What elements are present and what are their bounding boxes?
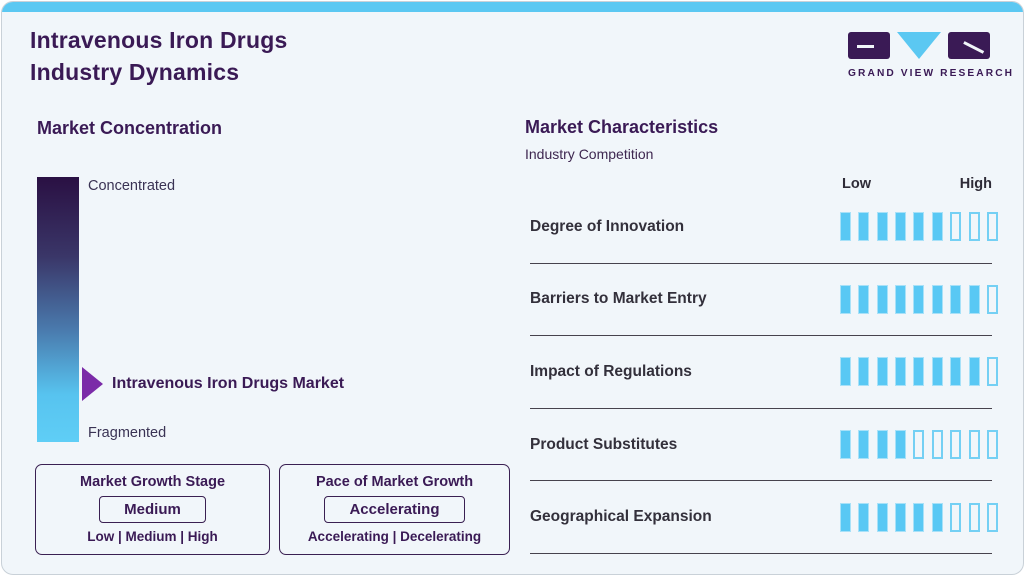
rating-bar — [839, 212, 998, 242]
rating-segment — [968, 212, 980, 242]
page-title-line1: Intravenous Iron Drugs — [30, 27, 288, 53]
rating-segment — [839, 502, 851, 532]
rating-segment — [858, 502, 870, 532]
rating-segment — [950, 430, 962, 460]
characteristic-row: Barriers to Market Entry — [530, 264, 998, 337]
rating-bar — [839, 284, 998, 314]
concentration-gradient-bar — [37, 177, 79, 442]
rating-segment — [858, 212, 870, 242]
gvr-logo-marks — [848, 32, 990, 60]
page-title-line2: Industry Dynamics — [30, 59, 240, 85]
rating-segment — [968, 430, 980, 460]
concentrated-label: Concentrated — [88, 178, 176, 194]
rating-segment — [895, 284, 907, 314]
growth-box-options: Accelerating | Decelerating — [307, 529, 482, 544]
characteristic-row: Impact of Regulations — [530, 336, 998, 409]
rating-segment — [913, 430, 925, 460]
logo-r-block-icon — [948, 32, 990, 59]
rating-bar — [839, 357, 998, 387]
rating-segment — [839, 212, 851, 242]
characteristic-row: Geographical Expansion — [530, 481, 998, 554]
rating-segment — [913, 284, 925, 314]
growth-box-value-badge: Medium — [99, 496, 206, 523]
top-accent-bar — [2, 2, 1023, 12]
rating-segment — [895, 430, 907, 460]
rating-segment — [876, 502, 888, 532]
scale-high-label: High — [959, 176, 992, 192]
characteristic-label: Product Substitutes — [530, 435, 678, 453]
rating-scale-header: Low High — [842, 176, 992, 192]
rating-segment — [987, 502, 998, 532]
fragmented-label: Fragmented — [88, 425, 167, 441]
characteristic-label: Degree of Innovation — [530, 217, 685, 235]
gvr-logo: GRAND VIEW RESEARCH — [848, 32, 1015, 79]
rating-segment — [950, 284, 962, 314]
rating-segment — [987, 284, 998, 314]
rating-segment — [839, 284, 851, 314]
rating-segment — [876, 357, 888, 387]
market-position-label: Intravenous Iron Drugs Market — [112, 375, 345, 392]
rating-segment — [858, 284, 870, 314]
market-position-arrow-icon — [82, 367, 103, 401]
industry-competition-subheading: Industry Competition — [525, 146, 654, 162]
page-title: Intravenous Iron Drugs Industry Dynamics — [30, 24, 287, 88]
logo-g-block-icon — [848, 32, 890, 59]
rating-bar — [839, 502, 998, 532]
growth-box-value-badge: Accelerating — [324, 496, 465, 523]
rating-segment — [931, 357, 943, 387]
characteristic-row: Product Substitutes — [530, 409, 998, 482]
rating-segment — [895, 502, 907, 532]
rating-segment — [950, 502, 962, 532]
rating-segment — [950, 212, 962, 242]
market-concentration-heading: Market Concentration — [37, 118, 223, 138]
scale-low-label: Low — [842, 176, 871, 192]
rating-segment — [895, 357, 907, 387]
growth-boxes: Market Growth Stage Medium Low | Medium … — [35, 464, 510, 555]
characteristics-rows: Degree of Innovation Barriers to Market E… — [530, 191, 998, 554]
rating-segment — [987, 430, 998, 460]
rating-segment — [858, 430, 870, 460]
rating-segment — [895, 212, 907, 242]
rating-segment — [858, 357, 870, 387]
rating-segment — [968, 357, 980, 387]
rating-segment — [913, 357, 925, 387]
rating-segment — [987, 357, 998, 387]
rating-segment — [968, 284, 980, 314]
rating-segment — [931, 430, 943, 460]
market-characteristics-heading: Market Characteristics — [525, 117, 719, 137]
rating-segment — [913, 212, 925, 242]
gvr-logo-text: GRAND VIEW RESEARCH — [848, 68, 1015, 79]
growth-box-title: Market Growth Stage — [79, 474, 226, 490]
characteristic-label: Barriers to Market Entry — [530, 290, 707, 308]
rating-segment — [839, 430, 851, 460]
rating-segment — [931, 502, 943, 532]
rating-segment — [876, 430, 888, 460]
growth-box-options: Low | Medium | High — [87, 529, 218, 544]
rating-segment — [987, 212, 998, 242]
rating-segment — [931, 284, 943, 314]
characteristic-row: Degree of Innovation — [530, 191, 998, 264]
rating-bar — [839, 430, 998, 460]
pace-of-growth-box: Pace of Market Growth Accelerating Accel… — [279, 464, 510, 555]
characteristic-label: Geographical Expansion — [530, 508, 712, 526]
market-growth-stage-box: Market Growth Stage Medium Low | Medium … — [35, 464, 270, 555]
rating-segment — [839, 357, 851, 387]
rating-segment — [968, 502, 980, 532]
rating-segment — [950, 357, 962, 387]
rating-segment — [876, 212, 888, 242]
growth-box-title: Pace of Market Growth — [315, 474, 474, 490]
logo-v-triangle-icon — [897, 32, 941, 59]
characteristic-label: Impact of Regulations — [530, 362, 692, 380]
rating-segment — [931, 212, 943, 242]
rating-segment — [913, 502, 925, 532]
rating-segment — [876, 284, 888, 314]
